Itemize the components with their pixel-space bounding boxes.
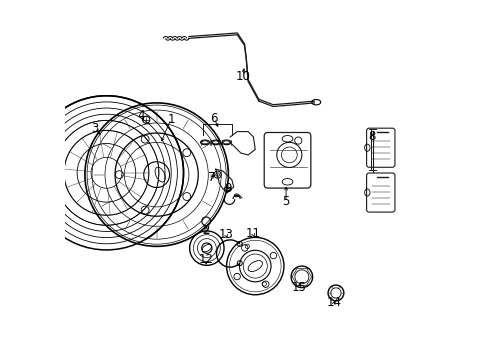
- Text: 5: 5: [282, 195, 289, 208]
- Text: 9: 9: [224, 183, 231, 195]
- Text: 1: 1: [167, 113, 174, 126]
- Text: 13: 13: [218, 228, 233, 241]
- FancyBboxPatch shape: [366, 128, 394, 167]
- Text: 14: 14: [326, 296, 341, 309]
- Text: 3: 3: [91, 122, 98, 135]
- Text: 15: 15: [291, 281, 306, 294]
- Text: 10: 10: [235, 69, 250, 82]
- Text: 8: 8: [367, 130, 375, 144]
- Text: 6: 6: [210, 112, 217, 125]
- FancyBboxPatch shape: [366, 173, 394, 212]
- FancyBboxPatch shape: [264, 132, 310, 188]
- Text: 2: 2: [202, 224, 209, 238]
- Text: 4: 4: [138, 109, 145, 122]
- Text: 7: 7: [208, 171, 216, 184]
- Text: 11: 11: [245, 227, 260, 240]
- Text: 12: 12: [198, 253, 213, 266]
